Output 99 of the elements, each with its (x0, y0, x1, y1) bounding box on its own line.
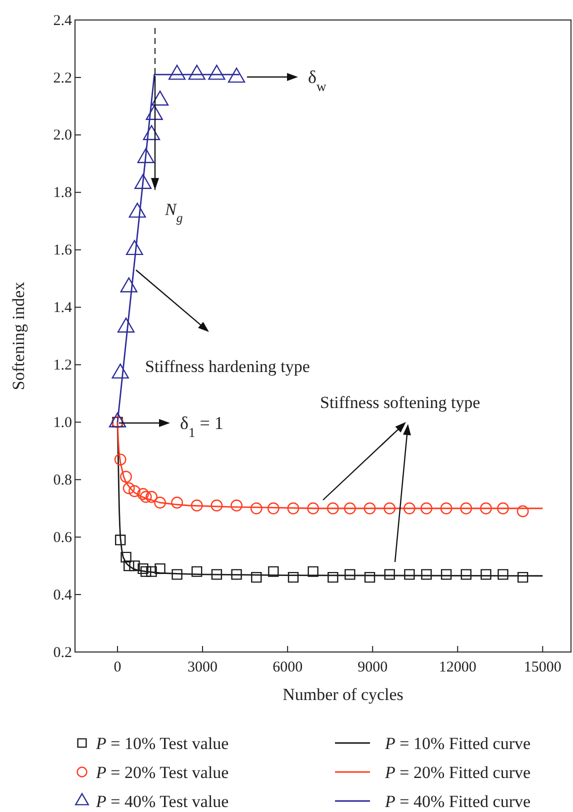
point (287, 502, 300, 514)
point (326, 502, 339, 514)
point (268, 566, 279, 577)
point (364, 572, 376, 583)
point (498, 569, 508, 580)
point (460, 569, 472, 580)
point (154, 563, 166, 574)
point (168, 64, 186, 80)
y-axis-title: Softening index (9, 281, 28, 390)
point (308, 566, 318, 577)
point (138, 563, 148, 574)
point (404, 569, 415, 580)
point (403, 502, 416, 514)
point (190, 500, 203, 512)
x-tick-label: 9000 (358, 660, 388, 676)
legend-label: P = 20% Fitted curve (384, 763, 531, 782)
point (230, 500, 243, 512)
point (460, 502, 472, 514)
point (112, 364, 129, 379)
point (120, 470, 132, 483)
point (384, 502, 396, 514)
x-axis-title: Number of cycles (282, 685, 404, 704)
legend-label: P = 20% Test value (95, 763, 229, 782)
point (251, 572, 262, 583)
y-tick-label: 1.8 (53, 185, 72, 202)
point (151, 90, 169, 106)
point (384, 569, 395, 580)
point (122, 482, 135, 494)
point (137, 488, 149, 500)
point (208, 64, 226, 80)
annotation: δ$_{1}$ = 1 (180, 413, 224, 440)
point (364, 502, 376, 514)
x-tick-label: 0 (114, 660, 122, 676)
legend-label: P = 40% Fitted curve (384, 792, 531, 811)
point (192, 566, 202, 577)
point (497, 502, 509, 514)
point (440, 569, 452, 580)
y-tick-label: 0.6 (53, 530, 72, 546)
annotation: Stiffness hardening type (145, 357, 310, 376)
annotation: N$_{g}$ (164, 200, 183, 225)
x-tick-label: 6000 (272, 660, 303, 676)
point (480, 569, 492, 580)
point (480, 502, 492, 514)
legend-label: P = 10% Test value (95, 734, 229, 753)
point (172, 569, 182, 580)
point (134, 174, 152, 189)
point (117, 318, 135, 333)
point (128, 485, 140, 498)
point (228, 68, 246, 83)
point (288, 572, 299, 583)
point (328, 572, 338, 583)
point (344, 502, 356, 514)
point (440, 502, 452, 514)
y-tick-label: 2.0 (53, 128, 72, 144)
point (188, 64, 206, 80)
y-tick-label: 2.4 (53, 12, 72, 29)
point (344, 569, 356, 580)
y-tick-label: 0.2 (53, 644, 72, 661)
point (137, 148, 154, 164)
point (307, 502, 320, 514)
x-tick-label: 15000 (524, 660, 562, 676)
point (129, 560, 140, 572)
y-tick-label: 2.2 (53, 70, 72, 86)
legend-label: P = 40% Test value (95, 792, 229, 811)
x-tick-label: 3000 (188, 660, 218, 676)
point (126, 240, 144, 256)
point (128, 202, 146, 218)
annotation: δ$_{w}$ (308, 67, 326, 94)
point (231, 569, 242, 580)
point (140, 566, 152, 577)
point (146, 105, 163, 120)
point (420, 502, 432, 514)
point (124, 560, 134, 572)
legend-label: P = 10% Fitted curve (384, 734, 531, 753)
y-tick-label: 1.4 (53, 300, 72, 316)
x-tick-label: 12000 (438, 660, 476, 676)
point (140, 490, 152, 503)
point (250, 502, 262, 514)
y-tick-label: 1.2 (53, 358, 72, 374)
point (211, 569, 222, 580)
y-tick-label: 0.8 (53, 472, 72, 488)
point (114, 454, 126, 466)
point (171, 496, 183, 509)
point (210, 500, 223, 512)
point (146, 566, 157, 577)
point (146, 490, 158, 503)
y-tick-label: 1.0 (53, 414, 72, 431)
point (516, 505, 529, 518)
point (154, 496, 166, 509)
point (120, 552, 132, 563)
point (517, 572, 528, 583)
y-tick-label: 0.4 (53, 587, 72, 604)
point (142, 125, 160, 140)
point (267, 502, 280, 514)
y-tick-label: 1.6 (53, 242, 72, 259)
point (120, 277, 138, 292)
annotation: Stiffness softening type (320, 393, 480, 412)
point (421, 569, 432, 580)
point (115, 534, 126, 546)
